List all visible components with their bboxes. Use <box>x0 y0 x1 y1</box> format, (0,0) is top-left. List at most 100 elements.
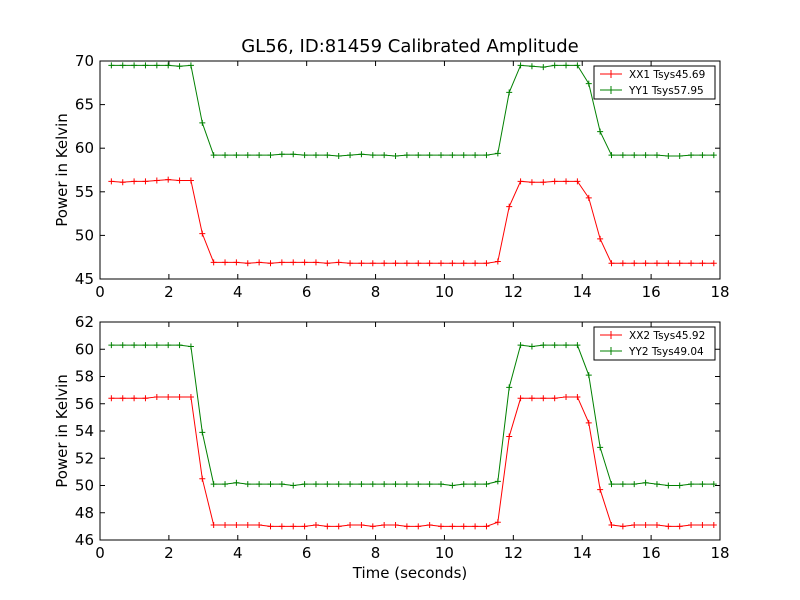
x-tick-label-bottom: 12 <box>504 544 523 562</box>
x-tick-label-bottom: 18 <box>710 544 729 562</box>
data-point-marker <box>665 482 672 489</box>
data-point-marker <box>460 523 467 530</box>
data-point-marker <box>517 178 524 185</box>
data-point-marker <box>256 481 263 488</box>
x-tick-label-top: 10 <box>435 283 454 301</box>
data-point-marker <box>119 395 126 402</box>
data-point-marker <box>222 259 229 266</box>
y-tick-label-bottom: 50 <box>75 477 94 495</box>
plot-frame-top <box>99 60 721 280</box>
data-point-marker <box>256 522 263 529</box>
data-point-marker <box>438 260 444 267</box>
data-point-marker <box>585 194 592 201</box>
data-point-marker <box>381 260 388 267</box>
data-point-marker <box>574 342 581 349</box>
data-point-marker <box>710 152 717 159</box>
data-point-marker <box>699 481 706 488</box>
data-point-marker <box>688 522 695 529</box>
data-point-marker <box>369 481 376 488</box>
tick-labels-top: 0 2 4 6 8 10 12 14 16 18 45 50 55 60 65 70 <box>75 52 730 301</box>
data-point-marker <box>369 523 376 530</box>
x-tick-label-bottom: 4 <box>233 544 243 562</box>
y-tick-label-top: 60 <box>75 139 94 157</box>
data-point-marker <box>676 153 683 160</box>
data-point-marker <box>278 481 285 488</box>
data-point-marker <box>142 395 149 402</box>
data-point-marker <box>506 89 513 96</box>
data-point-marker <box>233 522 240 529</box>
data-point-marker <box>551 62 558 69</box>
data-point-marker <box>608 481 615 488</box>
data-point-marker <box>688 152 695 159</box>
data-point-marker <box>563 393 570 400</box>
data-point-marker <box>710 481 717 488</box>
data-point-marker <box>642 260 649 267</box>
data-point-marker <box>438 152 444 159</box>
data-point-marker <box>699 260 706 267</box>
data-point-marker <box>290 151 297 158</box>
data-point-marker <box>460 481 467 488</box>
data-point-marker <box>222 522 229 529</box>
data-point-marker <box>494 519 501 526</box>
data-point-marker <box>426 260 433 267</box>
data-point-marker <box>165 393 172 400</box>
data-point-marker <box>165 176 172 183</box>
data-point-marker <box>585 372 592 379</box>
data-point-marker <box>347 152 354 159</box>
data-point-marker <box>301 481 308 488</box>
data-point-marker <box>210 481 217 488</box>
y-axis-label-bottom: Power in Kelvin <box>53 374 71 488</box>
data-point-marker <box>119 62 126 69</box>
data-point-marker <box>176 177 183 184</box>
data-point-marker <box>301 523 308 530</box>
data-point-marker <box>688 260 695 267</box>
data-point-marker <box>619 481 626 488</box>
legend-label-yy1: YY1 Tsys57.95 <box>628 85 704 97</box>
data-point-marker <box>653 260 660 267</box>
y-tick-label-bottom: 46 <box>75 531 94 549</box>
data-point-marker <box>415 260 422 267</box>
data-point-marker <box>699 152 706 159</box>
data-point-marker <box>392 522 399 529</box>
data-point-marker <box>278 523 285 530</box>
chart-title: GL56, ID:81459 Calibrated Amplitude <box>241 36 579 57</box>
chart-top: GL56, ID:81459 Calibrated Amplitude 0 2 4 6… <box>53 36 730 301</box>
y-tick-label-bottom: 56 <box>75 395 94 413</box>
data-point-marker <box>528 63 535 70</box>
data-point-marker <box>506 384 513 391</box>
data-point-marker <box>347 481 354 488</box>
data-point-marker <box>347 260 354 267</box>
data-point-marker <box>653 481 660 488</box>
data-point-marker <box>403 523 410 530</box>
data-point-marker <box>176 393 183 400</box>
x-tick-label-bottom: 2 <box>164 544 174 562</box>
data-point-marker <box>142 342 149 349</box>
data-point-marker <box>153 62 160 69</box>
data-point-marker <box>199 230 206 237</box>
data-point-marker <box>358 522 365 529</box>
y-tick-label-top: 50 <box>75 226 94 244</box>
data-point-marker <box>108 342 115 349</box>
data-point-marker <box>392 481 399 488</box>
data-point-marker <box>210 522 217 529</box>
data-point-marker <box>438 481 444 488</box>
data-point-marker <box>619 260 626 267</box>
data-point-marker <box>415 481 422 488</box>
series-lines-bottom <box>108 342 717 530</box>
data-point-marker <box>460 152 467 159</box>
data-point-marker <box>358 151 365 158</box>
data-point-marker <box>506 433 513 440</box>
data-point-marker <box>517 62 524 69</box>
data-point-marker <box>176 63 183 70</box>
data-point-marker <box>358 481 365 488</box>
data-point-marker <box>540 342 547 349</box>
data-point-marker <box>381 522 388 529</box>
data-point-marker <box>449 482 456 489</box>
data-point-marker <box>324 260 331 267</box>
data-point-marker <box>653 522 660 529</box>
data-point-marker <box>551 342 558 349</box>
data-point-marker <box>517 395 524 402</box>
data-point-marker <box>244 260 251 267</box>
data-point-marker <box>267 152 274 159</box>
data-point-marker <box>619 523 626 530</box>
